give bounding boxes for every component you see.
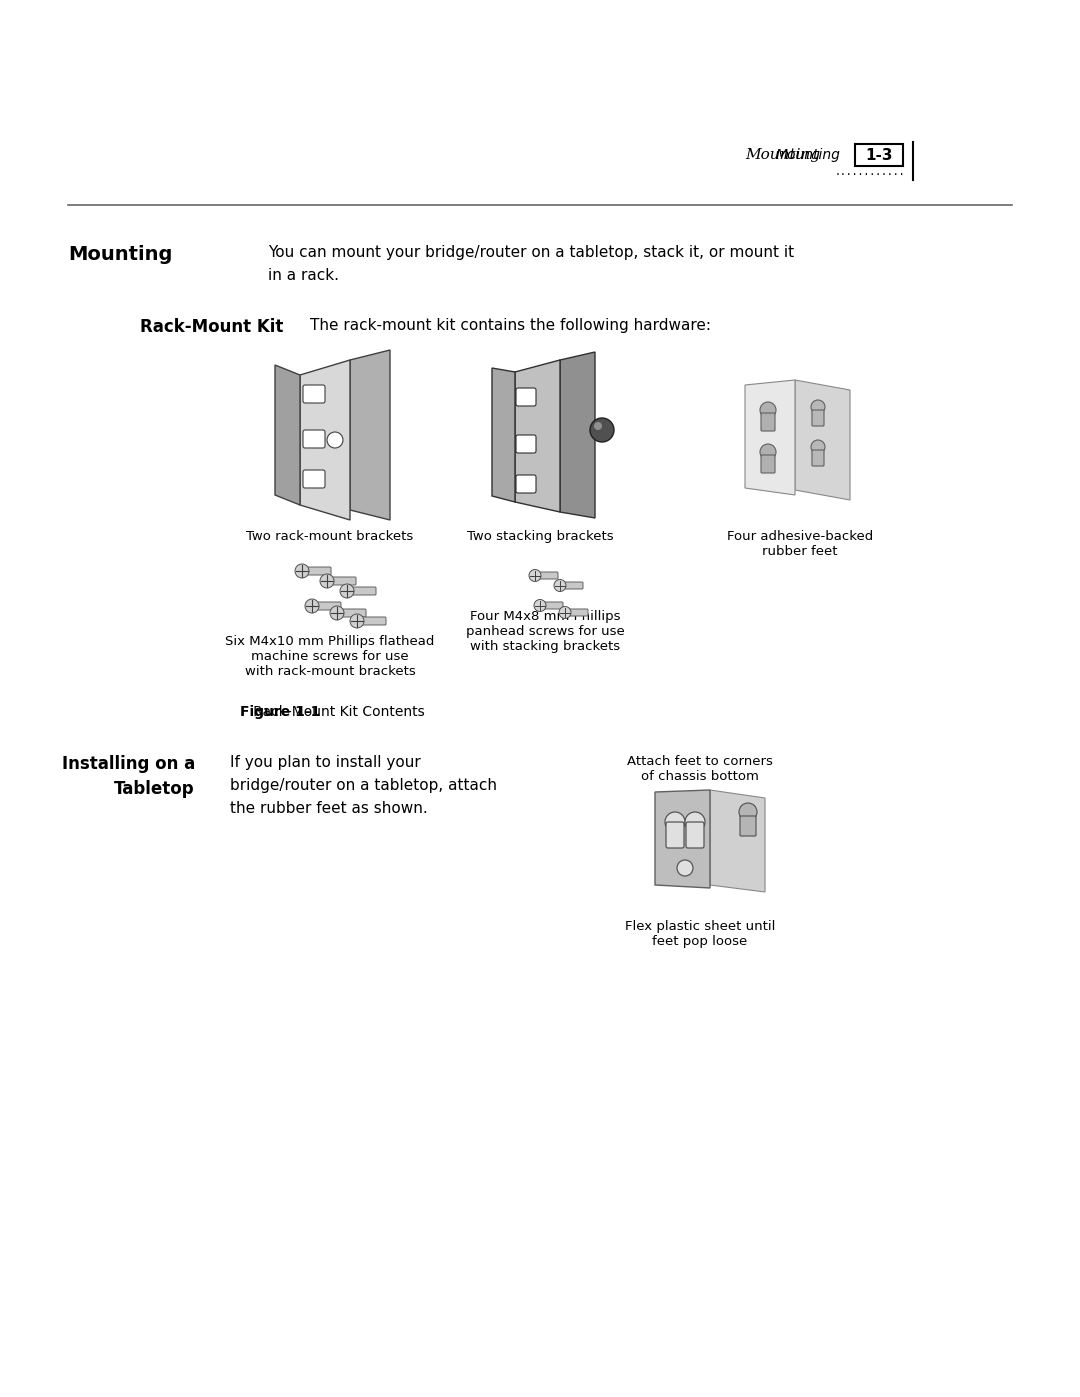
Text: in a rack.: in a rack. <box>268 268 339 284</box>
FancyBboxPatch shape <box>740 816 756 835</box>
Text: 1-3: 1-3 <box>865 148 893 162</box>
FancyBboxPatch shape <box>812 450 824 467</box>
FancyBboxPatch shape <box>336 609 366 617</box>
Circle shape <box>529 570 541 581</box>
Text: Flex plastic sheet until
feet pop loose: Flex plastic sheet until feet pop loose <box>625 921 775 949</box>
Polygon shape <box>492 367 515 502</box>
Circle shape <box>320 574 334 588</box>
Circle shape <box>305 599 319 613</box>
Circle shape <box>760 444 777 460</box>
Circle shape <box>665 812 685 833</box>
Circle shape <box>811 440 825 454</box>
FancyBboxPatch shape <box>516 434 536 453</box>
FancyBboxPatch shape <box>326 577 356 585</box>
Text: Mounting: Mounting <box>68 244 173 264</box>
FancyBboxPatch shape <box>812 409 824 426</box>
Text: Four adhesive-backed
rubber feet: Four adhesive-backed rubber feet <box>727 529 873 557</box>
FancyBboxPatch shape <box>855 144 903 166</box>
FancyBboxPatch shape <box>666 821 684 848</box>
Polygon shape <box>350 351 390 520</box>
Circle shape <box>350 615 364 629</box>
Text: Figure 1-1: Figure 1-1 <box>240 705 321 719</box>
Circle shape <box>559 606 571 619</box>
FancyBboxPatch shape <box>311 602 341 610</box>
FancyBboxPatch shape <box>557 583 583 590</box>
Circle shape <box>534 599 546 612</box>
Polygon shape <box>275 365 300 504</box>
FancyBboxPatch shape <box>761 414 775 432</box>
Text: Six M4x10 mm Phillips flathead
machine screws for use
with rack-mount brackets: Six M4x10 mm Phillips flathead machine s… <box>226 636 434 678</box>
Text: the rubber feet as shown.: the rubber feet as shown. <box>230 800 428 816</box>
Polygon shape <box>300 360 350 520</box>
Text: The rack-mount kit contains the following hardware:: The rack-mount kit contains the followin… <box>310 319 711 332</box>
Circle shape <box>330 606 345 620</box>
Text: Four M4x8 mm Phillips
panhead screws for use
with stacking brackets: Four M4x8 mm Phillips panhead screws for… <box>465 610 624 652</box>
Circle shape <box>327 432 343 448</box>
Polygon shape <box>745 380 795 495</box>
Polygon shape <box>654 789 710 888</box>
Text: Rack-Mount Kit: Rack-Mount Kit <box>140 319 283 337</box>
Text: bridge/router on a tabletop, attach: bridge/router on a tabletop, attach <box>230 778 497 793</box>
Text: Attach feet to corners
of chassis bottom: Attach feet to corners of chassis bottom <box>627 754 773 782</box>
Circle shape <box>295 564 309 578</box>
FancyBboxPatch shape <box>516 388 536 407</box>
Text: Mounting: Mounting <box>775 148 840 162</box>
FancyBboxPatch shape <box>303 430 325 448</box>
Circle shape <box>340 584 354 598</box>
Circle shape <box>760 402 777 418</box>
Text: 1-3: 1-3 <box>860 148 888 162</box>
Text: Two stacking brackets: Two stacking brackets <box>467 529 613 543</box>
Circle shape <box>685 812 705 833</box>
Polygon shape <box>795 380 850 500</box>
FancyBboxPatch shape <box>516 475 536 493</box>
Circle shape <box>811 400 825 414</box>
Text: Mounting: Mounting <box>745 148 820 162</box>
FancyBboxPatch shape <box>761 455 775 474</box>
FancyBboxPatch shape <box>562 609 588 616</box>
Text: You can mount your bridge/router on a tabletop, stack it, or mount it: You can mount your bridge/router on a ta… <box>268 244 794 260</box>
Polygon shape <box>561 352 595 518</box>
Text: Rack-Mount Kit Contents: Rack-Mount Kit Contents <box>240 705 424 719</box>
FancyBboxPatch shape <box>537 602 563 609</box>
FancyBboxPatch shape <box>532 571 558 578</box>
Text: Installing on a: Installing on a <box>62 754 195 773</box>
FancyBboxPatch shape <box>356 617 386 624</box>
Text: Two rack-mount brackets: Two rack-mount brackets <box>246 529 414 543</box>
FancyBboxPatch shape <box>303 469 325 488</box>
Polygon shape <box>710 789 765 893</box>
Polygon shape <box>515 360 561 511</box>
Circle shape <box>739 803 757 821</box>
FancyBboxPatch shape <box>303 386 325 402</box>
Circle shape <box>554 580 566 591</box>
FancyBboxPatch shape <box>301 567 330 576</box>
FancyBboxPatch shape <box>686 821 704 848</box>
FancyBboxPatch shape <box>346 587 376 595</box>
Text: If you plan to install your: If you plan to install your <box>230 754 421 770</box>
Circle shape <box>594 422 602 430</box>
Circle shape <box>677 861 693 876</box>
Text: ............: ............ <box>835 168 905 177</box>
Text: Tabletop: Tabletop <box>114 780 195 798</box>
Circle shape <box>590 418 615 441</box>
